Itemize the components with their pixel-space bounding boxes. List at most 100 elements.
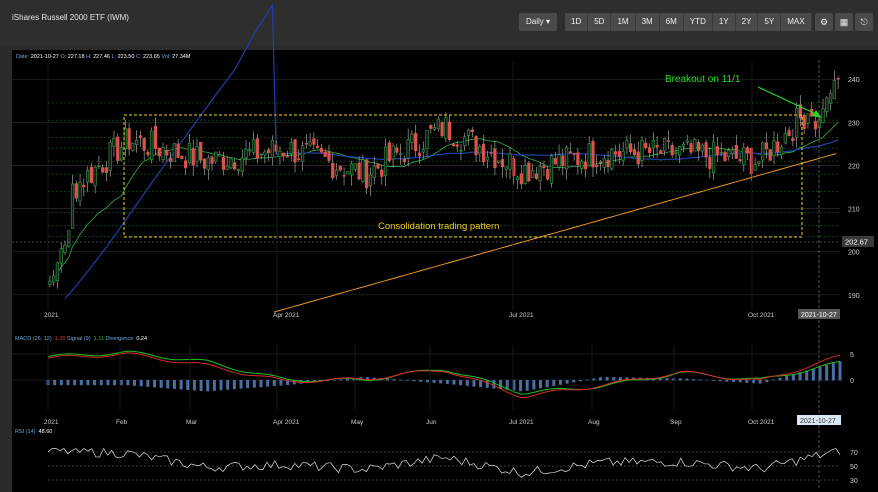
candle	[202, 158, 207, 169]
macd-hist-bar	[831, 363, 835, 381]
candle	[274, 144, 278, 152]
macd-hist-bar	[172, 380, 176, 389]
candle	[508, 153, 512, 170]
calculator-icon[interactable]: ▦	[835, 13, 853, 31]
interval-dropdown[interactable]: Daily ▾	[519, 13, 557, 31]
macd-hist-bar	[86, 380, 90, 386]
range-button-max[interactable]: MAX	[781, 13, 812, 31]
macd-hist-bar	[505, 380, 509, 390]
candle	[712, 141, 716, 173]
macd-hist-bar	[565, 380, 569, 384]
candle	[391, 145, 395, 160]
candle	[798, 104, 803, 119]
ohlc-l-label: L	[111, 54, 114, 60]
macd-hist-bar	[212, 380, 216, 391]
rsi-tick-label: 50	[850, 464, 858, 471]
candle	[828, 93, 833, 104]
macd-hist-bar	[339, 379, 343, 381]
macd-hist-bar	[259, 380, 263, 388]
candle	[217, 154, 222, 157]
price-x-tick-label: Apr 2021	[273, 312, 300, 319]
range-button-ytd[interactable]: YTD	[683, 13, 713, 31]
candle	[553, 157, 557, 165]
macd-x-tick-label: Jul 2021	[509, 419, 534, 426]
share-icon[interactable]: ⎋	[855, 13, 873, 31]
macd-hist-bar	[399, 379, 403, 381]
macd-hist-bar	[139, 380, 143, 387]
price-tick-label: 240	[848, 77, 860, 84]
macd-tick-label: 0	[850, 378, 854, 385]
candle	[429, 125, 433, 129]
candle	[640, 140, 644, 161]
macd-hist-bar	[605, 376, 609, 381]
candle	[157, 147, 161, 157]
macd-hist-bar	[119, 380, 123, 386]
macd-hist-bar	[226, 380, 230, 390]
candle	[85, 170, 90, 183]
candle	[813, 121, 818, 130]
ohlc-vol: 27.34M	[172, 54, 191, 60]
price-tick-label: 230	[848, 120, 860, 127]
candle	[346, 171, 350, 175]
range-button-5d[interactable]: 5D	[588, 13, 612, 31]
range-button-2y[interactable]: 2Y	[735, 13, 759, 31]
candle	[504, 166, 508, 170]
range-button-1m[interactable]: 1M	[611, 13, 636, 31]
candle	[557, 154, 561, 168]
macd-hist-bar	[459, 380, 463, 386]
macd-div-label: Divergence	[105, 336, 133, 342]
macd-hist-bar	[279, 380, 283, 386]
candle	[244, 149, 248, 159]
macd-hist-bar	[392, 379, 396, 381]
macd-value: 1.35	[55, 336, 66, 342]
candle	[116, 136, 120, 161]
candle	[708, 157, 712, 169]
candle	[568, 151, 572, 154]
range-button-1d[interactable]: 1D	[565, 13, 589, 31]
candle	[417, 152, 422, 157]
range-button-1y[interactable]: 1Y	[712, 13, 736, 31]
macd-hist-bar	[299, 380, 303, 384]
candle	[248, 149, 252, 152]
breakout-arrowhead	[812, 110, 822, 118]
candle	[621, 151, 625, 161]
range-button-5y[interactable]: 5Y	[758, 13, 782, 31]
candle	[82, 184, 86, 188]
chart-title: iShares Russell 2000 ETF (IWM)	[12, 13, 129, 22]
ohlc-c-label: C	[136, 54, 140, 60]
candle	[127, 128, 131, 150]
candle	[172, 143, 176, 162]
macd-hist-bar	[53, 380, 57, 386]
macd-hist-bar	[412, 380, 416, 382]
candle	[165, 150, 169, 156]
ohlc-c: 223.65	[143, 54, 160, 60]
candle	[184, 160, 188, 169]
range-button-3m[interactable]: 3M	[635, 13, 660, 31]
breakout-arrow	[757, 86, 819, 116]
candle	[138, 135, 143, 138]
candle	[580, 160, 584, 169]
gear-icon[interactable]: ⚙	[815, 13, 833, 31]
candle	[455, 144, 459, 147]
candle	[432, 127, 437, 130]
macd-hist-bar	[452, 380, 456, 385]
candle	[101, 167, 105, 173]
macd-hist-bar	[186, 380, 190, 390]
last-price-box	[842, 236, 874, 247]
candle	[135, 139, 139, 145]
candle	[617, 151, 621, 157]
macd-hist-bar	[612, 377, 616, 381]
candle	[595, 165, 599, 167]
range-button-6m[interactable]: 6M	[659, 13, 684, 31]
candle	[221, 156, 225, 170]
macd-tick-label: 5	[850, 352, 854, 359]
macd-x-tick-label: Sep	[670, 419, 682, 426]
macd-x-tick-label: Mar	[186, 419, 198, 426]
candle	[523, 165, 527, 184]
candle	[497, 160, 501, 163]
candle	[561, 155, 565, 167]
candle	[795, 108, 799, 138]
macd-hist-bar	[252, 380, 256, 388]
candle	[723, 151, 727, 161]
